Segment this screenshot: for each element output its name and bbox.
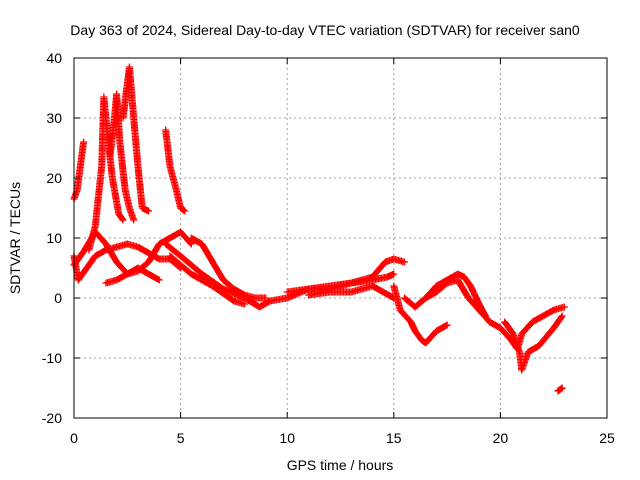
series-branch2 [166, 252, 249, 308]
x-tick-label: 0 [70, 430, 78, 446]
marker-trace [85, 93, 127, 254]
marker-trace [106, 90, 138, 224]
y-tick-label: -10 [42, 350, 62, 366]
x-tick-label: 15 [386, 430, 402, 446]
series-band3 [305, 282, 398, 302]
chart-title: Day 363 of 2024, Sidereal Day-to-day VTE… [70, 22, 580, 38]
data-markers [70, 63, 568, 395]
x-tick-label: 20 [493, 430, 509, 446]
y-tick-label: 20 [46, 170, 62, 186]
y-tick-label: 0 [54, 290, 62, 306]
marker-trace [187, 234, 270, 302]
series-spike3 [119, 63, 153, 215]
axis-ticks [73, 57, 608, 419]
series-branch [187, 234, 270, 302]
x-axis-label: GPS time / hours [287, 457, 394, 473]
series-tail [554, 384, 566, 395]
marker-trace [166, 252, 249, 308]
marker-trace [501, 312, 566, 374]
marker-trace [390, 282, 451, 347]
series-spike1 [85, 93, 127, 254]
x-tick-label: 25 [599, 430, 615, 446]
y-tick-label: -20 [42, 410, 62, 426]
y-tick-label: 10 [46, 230, 62, 246]
marker-trace [162, 126, 189, 215]
x-tick-label: 10 [279, 430, 295, 446]
series-spike2 [106, 90, 138, 224]
marker-trace [305, 282, 398, 302]
y-tick-label: 30 [46, 110, 62, 126]
marker-trace [400, 270, 489, 320]
marker-trace [102, 264, 163, 287]
y-tick-labels: -20 -10 0 10 20 30 40 [42, 50, 62, 426]
x-tick-labels: 0 5 10 15 20 25 [70, 430, 615, 446]
grid [74, 58, 607, 418]
y-tick-label: 40 [46, 50, 62, 66]
marker-trace [70, 138, 88, 203]
x-tick-label: 5 [177, 430, 185, 446]
series-dip3 [422, 276, 494, 326]
series-dip5 [501, 312, 566, 374]
series-spike4 [162, 126, 189, 215]
series-dip1 [390, 282, 451, 347]
marker-trace [554, 384, 566, 395]
series-low2 [102, 264, 163, 287]
series-rise1 [70, 138, 88, 203]
marker-trace [119, 63, 153, 215]
y-axis-label: SDTVAR / TECUs [7, 182, 23, 294]
series-dip2 [400, 270, 489, 320]
marker-trace [422, 276, 494, 326]
